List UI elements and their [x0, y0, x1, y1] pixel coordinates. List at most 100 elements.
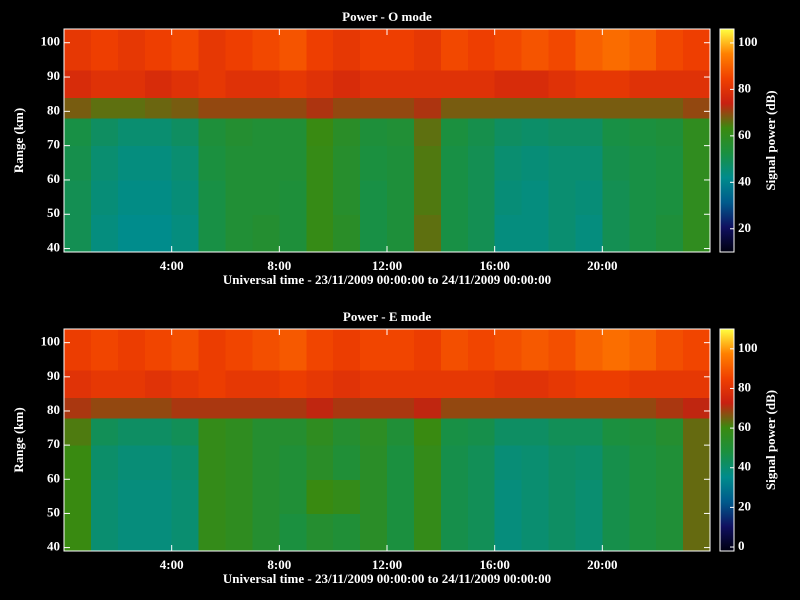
heatmap-cell	[198, 369, 226, 398]
y-tick-label: 40	[47, 240, 60, 255]
heatmap-cell	[494, 179, 523, 215]
heatmap-cell	[440, 417, 469, 446]
heatmap-cell	[171, 97, 200, 119]
heatmap-cell	[64, 29, 92, 71]
heatmap-cell	[333, 29, 361, 71]
heatmap-cell	[225, 513, 253, 552]
heatmap-cell	[225, 214, 253, 253]
heatmap-cell	[683, 397, 711, 419]
heatmap-cell	[467, 70, 496, 99]
heatmap-cell	[656, 417, 684, 446]
colorbar-tick-label: 80	[738, 379, 751, 394]
heatmap-cell	[144, 118, 173, 147]
heatmap-cell	[225, 145, 253, 181]
heatmap-cell	[656, 145, 684, 181]
heatmap-cell	[225, 479, 253, 514]
heatmap-cell	[144, 397, 173, 419]
heatmap-cell	[683, 513, 711, 552]
heatmap-cell	[548, 214, 576, 253]
heatmap-cell	[117, 329, 146, 371]
heatmap-cell	[683, 179, 711, 215]
heatmap-cell	[494, 214, 523, 253]
heatmap-cell	[90, 29, 119, 71]
heatmap-cell	[198, 97, 226, 119]
heatmap-cell	[198, 29, 226, 71]
heatmap-cell	[440, 29, 469, 71]
heatmap-cell	[521, 397, 549, 419]
heatmap-cell	[467, 29, 496, 71]
heatmap-cell	[360, 369, 388, 398]
heatmap-cell	[279, 479, 307, 514]
heatmap-cell	[225, 329, 253, 371]
heatmap-cell	[602, 97, 630, 119]
heatmap-cell	[602, 369, 630, 398]
heatmap-cell	[602, 179, 630, 215]
y-tick-label: 90	[47, 68, 60, 83]
colorbar	[720, 329, 734, 551]
heatmap-cell	[602, 513, 630, 552]
heatmap-cell	[279, 179, 307, 215]
heatmap-cell	[171, 417, 200, 446]
heatmap-cell	[575, 145, 603, 181]
heatmap-cell	[117, 145, 146, 181]
colorbar-tick-label: 40	[738, 173, 751, 188]
heatmap-cell	[467, 179, 496, 215]
heatmap-cell	[683, 417, 711, 446]
heatmap-cell	[64, 70, 92, 99]
heatmap-cell	[117, 179, 146, 215]
heatmap-cell	[575, 70, 603, 99]
heatmap-cell	[683, 445, 711, 480]
heatmap-cell	[683, 329, 711, 371]
heatmap-cell	[171, 145, 200, 181]
heatmap-cell	[656, 118, 684, 147]
heatmap-cell	[333, 118, 361, 147]
x-tick-label: 16:00	[479, 557, 509, 572]
heatmap-cell	[494, 118, 523, 147]
heatmap-cell	[144, 97, 173, 119]
heatmap-cell	[90, 179, 119, 215]
x-tick-label: 20:00	[587, 258, 617, 273]
heatmap-cell	[440, 369, 469, 398]
heatmap-cell	[629, 397, 657, 419]
heatmap-cell	[252, 445, 280, 480]
heatmap-cell	[171, 70, 200, 99]
heatmap-cell	[575, 369, 603, 398]
heatmap-cell	[252, 70, 280, 99]
heatmap-cell	[521, 214, 549, 253]
heatmap-cell	[413, 179, 442, 215]
heatmap-cell	[64, 445, 92, 480]
heatmap-cell	[413, 397, 442, 419]
heatmap-cell	[548, 329, 576, 371]
heatmap-cell	[440, 445, 469, 480]
heatmap-cell	[629, 369, 657, 398]
heatmap-cell	[306, 417, 334, 446]
heatmap-cell	[144, 445, 173, 480]
heatmap-cell	[413, 445, 442, 480]
heatmap-cell	[467, 329, 496, 371]
heatmap-cell	[225, 118, 253, 147]
heatmap-cell	[413, 97, 442, 119]
heatmap-cell	[64, 513, 92, 552]
heatmap-cell	[144, 513, 173, 552]
heatmap-cell	[440, 118, 469, 147]
heatmap-cell	[387, 397, 415, 419]
colorbar	[720, 29, 734, 252]
heatmap-cell	[252, 513, 280, 552]
heatmap-cell	[602, 445, 630, 480]
heatmap-cell	[413, 479, 442, 514]
heatmap-cell	[333, 179, 361, 215]
heatmap-cell	[548, 369, 576, 398]
heatmap-cell	[494, 479, 523, 514]
heatmap-cell	[413, 214, 442, 253]
heatmap-cell	[440, 513, 469, 552]
y-tick-label: 80	[47, 102, 60, 117]
heatmap-cell	[117, 445, 146, 480]
heatmap-cell	[306, 179, 334, 215]
heatmap-cell	[413, 118, 442, 147]
heatmap-cell	[656, 214, 684, 253]
colorbar-tick-label: 100	[738, 340, 758, 355]
y-tick-label: 80	[47, 402, 60, 417]
heatmap-cell	[602, 29, 630, 71]
heatmap-cell	[333, 417, 361, 446]
